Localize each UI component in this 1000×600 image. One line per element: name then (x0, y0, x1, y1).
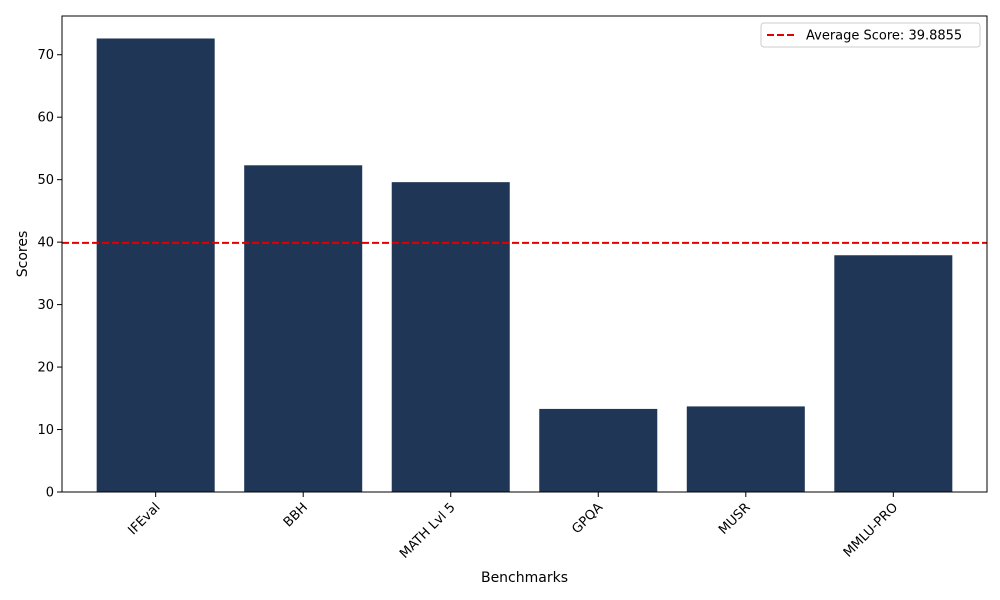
y-axis-ticks: 0 10 20 30 40 50 60 70 (37, 48, 62, 501)
y-tick-label: 40 (37, 236, 54, 251)
bar-bbh (244, 165, 363, 493)
bar-mmlu-pro (834, 255, 953, 492)
bar-ifeval (96, 38, 215, 492)
x-tick-label: MATH Lvl 5 (397, 500, 458, 561)
x-tick-label: MMLU-PRO (841, 500, 901, 560)
y-tick-label: 10 (37, 423, 54, 438)
y-tick-label: 30 (37, 298, 54, 313)
bar-musr (686, 406, 805, 492)
x-tick-label: MUSR (716, 500, 753, 537)
y-tick-label: 0 (46, 486, 54, 501)
x-tick-label: GPQA (569, 500, 606, 537)
y-tick-label: 20 (37, 361, 54, 376)
bars-group (96, 38, 953, 493)
plot-frame (61, 15, 988, 493)
bar-gpqa (539, 408, 658, 492)
legend-label: Average Score: 39.8855 (806, 29, 962, 44)
legend-box (760, 22, 981, 48)
y-tick-label: 70 (37, 48, 54, 63)
y-axis-label: Scores (15, 231, 31, 278)
x-axis-label: Benchmarks (481, 570, 568, 586)
x-tick-label: BBH (281, 500, 311, 530)
bar-math-lvl-5 (391, 182, 510, 493)
x-tick-label: IFEval (125, 500, 163, 538)
x-axis-ticks: IFEval BBH MATH Lvl 5 GPQA MUSR MMLU-PRO (125, 492, 901, 562)
legend: Average Score: 39.8855 (760, 22, 981, 48)
y-tick-label: 60 (37, 111, 54, 126)
y-tick-label: 50 (37, 173, 54, 188)
